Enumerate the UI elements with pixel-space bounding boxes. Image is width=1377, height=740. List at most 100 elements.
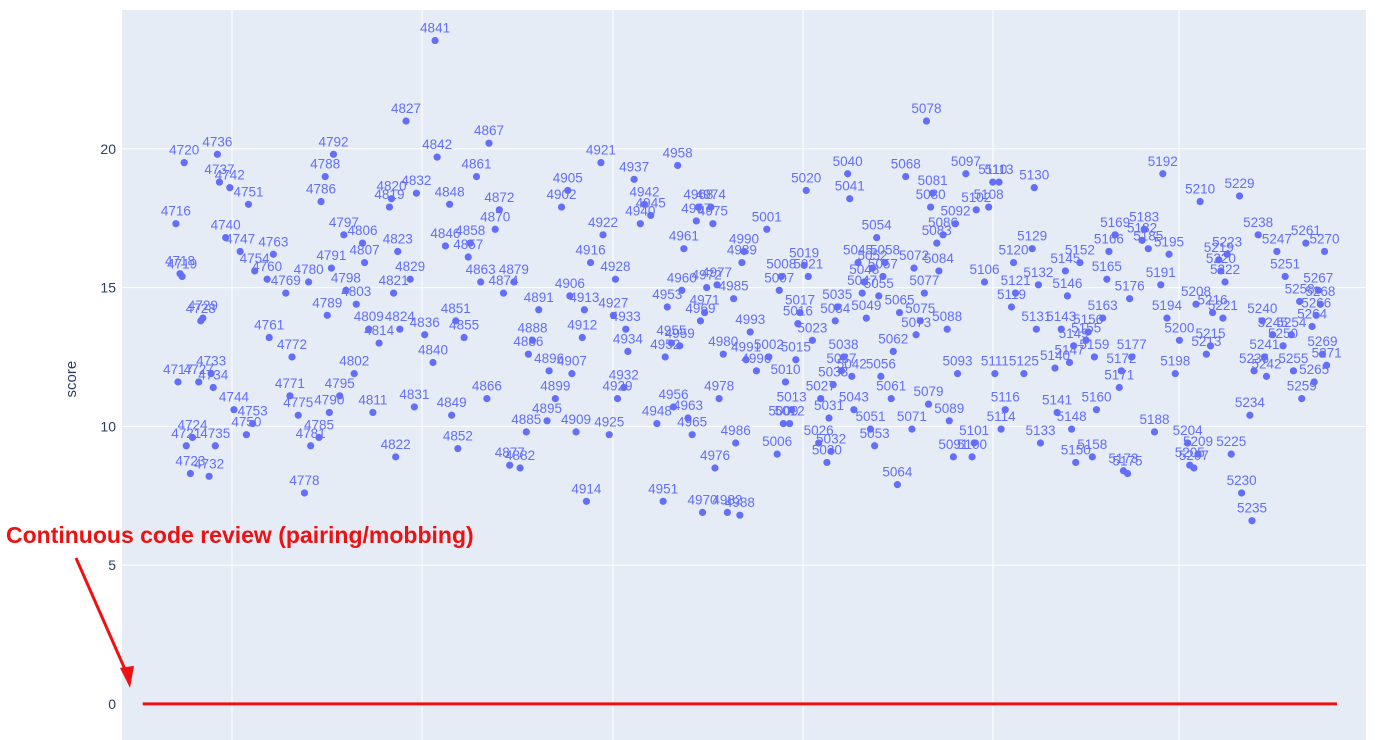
data-point[interactable] [510,278,518,286]
data-point[interactable] [1190,464,1198,472]
data-point[interactable] [412,189,421,197]
data-point[interactable] [609,311,617,319]
data-point[interactable] [765,353,773,361]
data-point[interactable] [282,289,290,297]
data-point[interactable] [230,406,238,414]
data-point[interactable] [429,358,437,367]
data-point[interactable] [970,439,978,447]
data-point[interactable] [989,178,997,186]
data-point[interactable] [808,336,817,344]
data-point[interactable] [1250,367,1258,375]
data-point[interactable] [980,278,989,286]
data-point[interactable] [1111,231,1119,239]
data-point[interactable] [307,442,315,450]
data-point[interactable] [636,220,644,228]
data-point[interactable] [786,419,794,428]
data-point[interactable] [288,353,296,361]
data-point[interactable] [445,200,454,208]
data-point[interactable] [653,419,661,428]
data-point[interactable] [207,370,215,378]
data-point[interactable] [620,383,628,392]
data-point[interactable] [300,489,309,497]
data-point[interactable] [566,292,574,300]
data-point[interactable] [568,370,576,378]
data-point[interactable] [763,225,771,233]
data-point[interactable] [269,250,277,258]
data-point[interactable] [661,353,669,361]
data-point[interactable] [1287,331,1295,339]
data-point[interactable] [1084,328,1092,336]
data-point[interactable] [829,381,837,389]
data-point[interactable] [483,394,491,403]
data-point[interactable] [215,178,224,186]
data-point[interactable] [873,234,881,242]
data-point[interactable] [997,425,1005,433]
data-point[interactable] [752,367,761,375]
data-point[interactable] [773,450,781,458]
data-point[interactable] [1001,406,1009,414]
data-point[interactable] [611,275,620,283]
data-point[interactable] [1157,281,1165,289]
data-point[interactable] [342,286,350,294]
data-point[interactable] [452,317,460,325]
data-point[interactable] [1144,245,1152,253]
data-point[interactable] [711,464,719,472]
data-point[interactable] [746,328,754,336]
data-point[interactable] [390,289,398,297]
data-point[interactable] [385,203,394,211]
data-point[interactable] [182,442,190,450]
data-point[interactable] [365,325,373,333]
data-point[interactable] [887,394,895,403]
data-point[interactable] [1103,275,1111,283]
data-point[interactable] [804,272,812,281]
data-point[interactable] [949,453,958,461]
data-point[interactable] [209,383,217,392]
data-point[interactable] [375,339,383,347]
data-point[interactable] [723,508,732,516]
data-point[interactable] [1012,289,1020,297]
data-point[interactable] [663,303,671,311]
data-point[interactable] [908,425,916,433]
data-point[interactable] [1323,361,1331,369]
data-point[interactable] [506,461,514,469]
data-point[interactable] [854,258,862,267]
data-point[interactable] [578,333,586,342]
data-point[interactable] [1051,364,1059,372]
data-point[interactable] [1238,489,1246,497]
data-point[interactable] [317,197,325,206]
data-point[interactable] [213,150,221,158]
data-point[interactable] [1070,342,1078,350]
data-point[interactable] [1020,370,1028,378]
data-point[interactable] [1192,300,1200,308]
data-point[interactable] [460,333,468,342]
data-point[interactable] [939,231,947,239]
data-point[interactable] [1196,197,1204,206]
data-point[interactable] [701,308,709,317]
data-point[interactable] [195,378,203,386]
data-point[interactable] [325,408,333,417]
data-point[interactable] [1254,231,1262,239]
data-point[interactable] [321,172,329,181]
data-point[interactable] [1206,342,1215,350]
data-point[interactable] [1248,517,1256,525]
data-point[interactable] [522,428,530,436]
data-point[interactable] [242,431,250,439]
data-point[interactable] [674,161,682,170]
data-point[interactable] [199,314,207,322]
data-point[interactable] [205,472,213,480]
data-point[interactable] [564,186,572,195]
data-point[interactable] [294,411,302,419]
data-point[interactable] [879,272,887,281]
data-point[interactable] [485,139,493,147]
data-point[interactable] [985,203,993,211]
data-point[interactable] [1221,278,1229,286]
data-point[interactable] [180,159,188,167]
data-point[interactable] [545,367,553,375]
data-point[interactable] [694,203,702,211]
data-point[interactable] [709,220,717,228]
data-point[interactable] [688,431,696,439]
data-point[interactable] [1175,336,1183,344]
data-point[interactable] [387,195,396,203]
data-point[interactable] [1296,297,1304,306]
data-point[interactable] [263,275,271,283]
